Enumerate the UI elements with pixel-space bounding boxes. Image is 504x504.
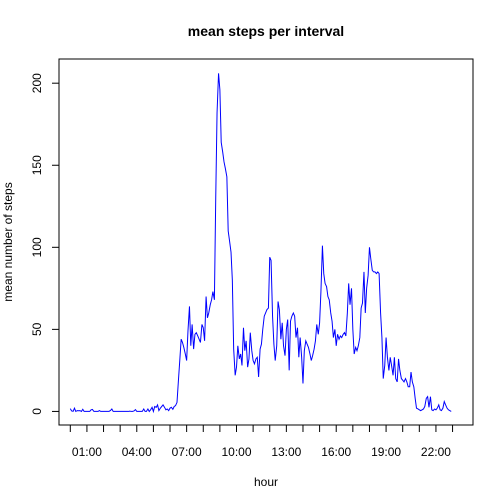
y-axis-label: mean number of steps (1, 182, 15, 301)
chart-title: mean steps per interval (188, 23, 344, 39)
y-tick-label: 200 (30, 73, 44, 93)
x-axis: 01:00 04:00 07:00 10:00 13:00 16:00 19:00 22:00 (69, 424, 454, 459)
y-tick-label: 100 (30, 237, 44, 257)
y-tick-label: 0 (30, 408, 44, 415)
plot-frame (58, 58, 474, 426)
series-layer (69, 73, 452, 414)
x-tick-label: 10:00 (221, 445, 251, 459)
y-tick-label: 150 (30, 155, 44, 175)
y-axis: 0 50 100 150 200 (30, 73, 60, 415)
x-tick-label: 01:00 (72, 445, 102, 459)
x-tick-label: 04:00 (122, 445, 152, 459)
x-axis-label: hour (254, 475, 278, 489)
x-tick-label: 13:00 (271, 445, 301, 459)
x-tick-label: 07:00 (172, 445, 202, 459)
y-tick-label: 50 (30, 322, 44, 336)
x-tick-label: 16:00 (321, 445, 351, 459)
series-line (69, 73, 452, 414)
x-tick-label: 19:00 (371, 445, 401, 459)
x-tick-label: 22:00 (421, 445, 451, 459)
